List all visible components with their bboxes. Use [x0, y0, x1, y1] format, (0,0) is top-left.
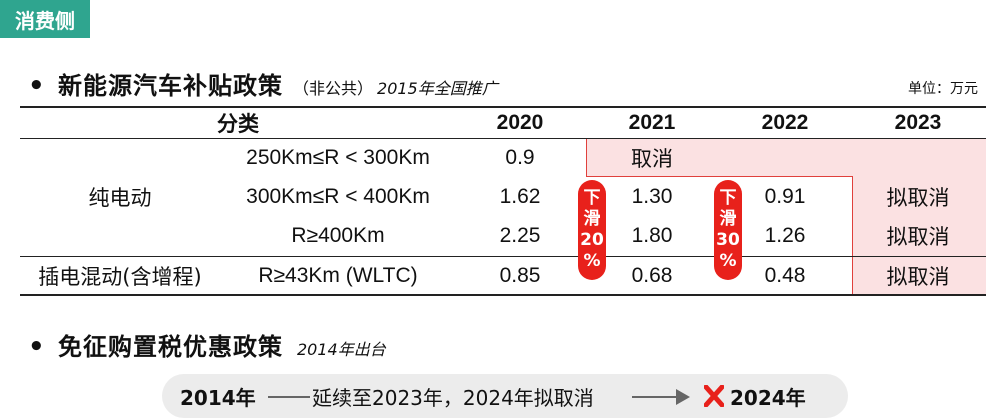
decline-char: 滑	[719, 209, 737, 229]
highlight-2021-cancel	[586, 139, 718, 177]
timeline-line-right	[632, 396, 680, 398]
decline-char: 20	[580, 230, 604, 250]
timeline-line-left	[268, 396, 310, 398]
policy2-note: 2014年出台	[297, 340, 386, 359]
value-2021: 1.80	[631, 224, 673, 247]
value-2020: 2.25	[499, 224, 541, 247]
header-2021: 2021	[628, 111, 676, 134]
table-group-rule	[20, 256, 986, 257]
policy1-heading: • 新能源汽车补贴政策 （非公共） 2015年全国推广	[28, 66, 498, 101]
group-phev: 插电混动(含增程)	[38, 264, 202, 289]
group-bev: 纯电动	[88, 186, 152, 210]
decline-char: %	[583, 251, 601, 271]
value-2020: 1.62	[499, 185, 541, 208]
value-2023: 拟取消	[886, 225, 950, 249]
timeline-middle: 延续至2023年，2024年拟取消	[312, 385, 594, 410]
red-border	[586, 176, 852, 177]
decline-char: 下	[719, 188, 737, 208]
unit-label: 单位：万元	[908, 81, 978, 97]
range-cell: R≥400Km	[291, 224, 385, 247]
value-2020: 0.85	[499, 263, 541, 287]
decline-char: %	[719, 251, 737, 271]
decline-30-badge: 下 滑 30 %	[714, 180, 742, 280]
value-2023: 拟取消	[886, 186, 950, 210]
header-2023: 2023	[894, 111, 942, 134]
decline-char: 下	[583, 188, 601, 208]
value-2021: 取消	[631, 147, 673, 171]
decline-20-badge: 下 滑 20 %	[578, 180, 606, 280]
range-cell: 300Km≤R < 400Km	[246, 185, 430, 208]
table-bottom-rule	[20, 294, 986, 296]
arrow-head-icon	[676, 389, 690, 405]
highlight-cancel-row	[718, 139, 986, 177]
table-header-rule	[20, 138, 986, 139]
timeline-end: 2024年	[730, 385, 806, 410]
table-top-rule	[20, 106, 986, 108]
policy2-heading: • 免征购置税优惠政策 2014年出台	[28, 327, 386, 362]
range-cell: 250Km≤R < 300Km	[246, 146, 430, 169]
value-2021: 0.68	[631, 263, 673, 287]
section-tag: 消费侧	[0, 0, 90, 38]
value-2023: 拟取消	[886, 264, 950, 289]
value-2022: 0.48	[764, 263, 806, 287]
policy1-title: 新能源汽车补贴政策	[58, 72, 283, 100]
value-2022: 0.91	[764, 185, 806, 208]
policy2-title: 免征购置税优惠政策	[58, 333, 283, 361]
red-border	[852, 176, 853, 294]
value-2022: 1.26	[764, 224, 806, 247]
timeline-start: 2014年	[180, 385, 256, 410]
header-category: 分类	[217, 112, 259, 136]
highlight-2023	[852, 177, 986, 294]
red-border	[586, 139, 587, 177]
header-2022: 2022	[761, 111, 809, 134]
x-mark-icon	[704, 385, 724, 407]
header-2020: 2020	[496, 111, 544, 134]
bullet-icon: •	[28, 71, 45, 101]
policy1-paren: （非公共）	[293, 79, 374, 98]
range-cell: R≥43Km (WLTC)	[258, 263, 418, 287]
value-2021: 1.30	[631, 185, 673, 208]
decline-char: 滑	[583, 209, 601, 229]
value-2020: 0.9	[505, 146, 535, 169]
policy1-note: 2015年全国推广	[377, 79, 498, 98]
decline-char: 30	[716, 230, 740, 250]
bullet-icon: •	[28, 332, 45, 362]
